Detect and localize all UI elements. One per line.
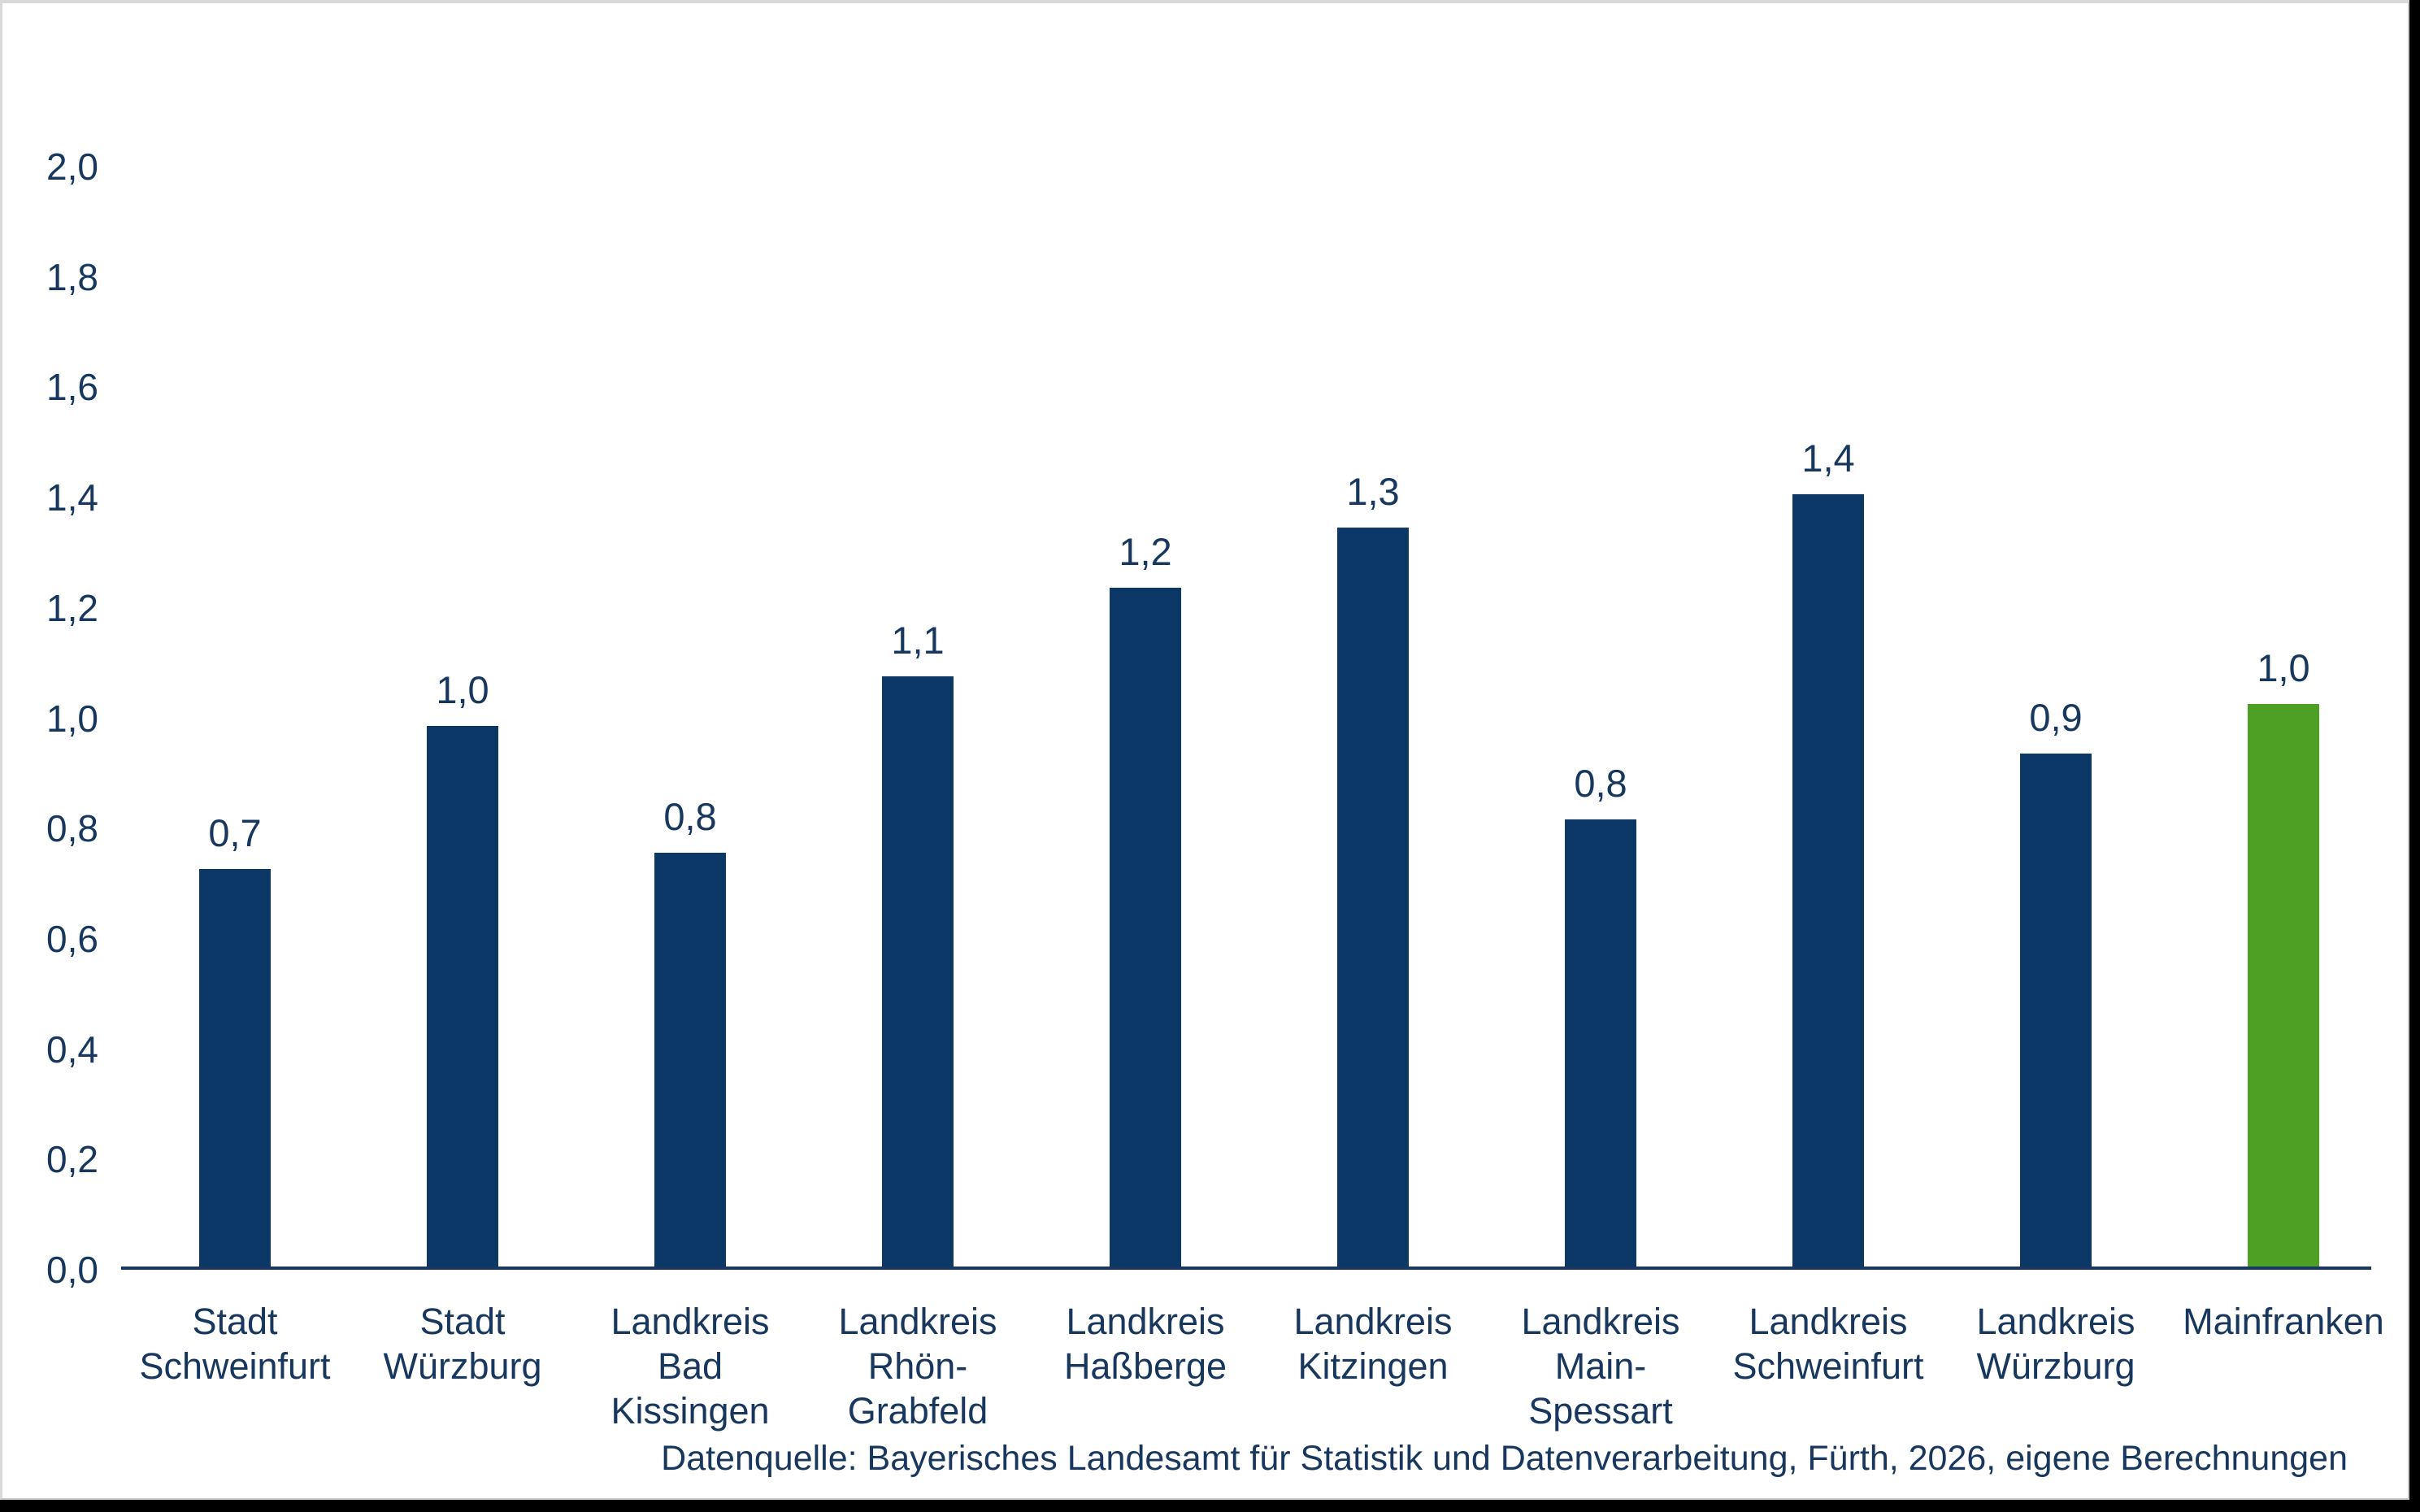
category-label-line: Würzburg: [383, 1345, 542, 1387]
category-label-line: Würzburg: [1976, 1345, 2135, 1387]
bar: [1337, 528, 1409, 1267]
bar-value-label: 0,8: [1574, 762, 1627, 805]
bar-highlight: [2248, 704, 2319, 1267]
bar-value-label: 1,4: [1801, 437, 1855, 480]
category-label-line: Kitzingen: [1297, 1345, 1449, 1387]
y-tick-label: 0,8: [46, 807, 98, 850]
category-label-line: Landkreis: [1521, 1301, 1680, 1342]
category-label-line: Stadt: [419, 1301, 506, 1342]
category-label-line: Landkreis: [838, 1301, 997, 1342]
category-label-line: Schweinfurt: [139, 1345, 331, 1387]
category-label-line: Rhön-Grabfeld: [847, 1345, 988, 1432]
bar: [1565, 819, 1636, 1267]
category-label-line: Haßberge: [1063, 1345, 1227, 1387]
bar-value-label: 1,2: [1119, 530, 1172, 573]
bar-slot: 0,9: [1942, 3, 2170, 1267]
bar: [1110, 588, 1181, 1267]
category-label-line: Stadt: [192, 1301, 278, 1342]
bar: [1792, 494, 1864, 1267]
bar-slot: 1,1: [804, 3, 1032, 1267]
bar-value-label: 0,7: [208, 811, 262, 854]
category-label-line: Kissingen: [610, 1390, 770, 1432]
category-label-line: Mainfranken: [2183, 1301, 2384, 1342]
category-label-line: Main-Spessart: [1528, 1345, 1673, 1432]
category-label: Stadt Schweinfurt: [121, 1299, 349, 1388]
bar-slot: 1,0: [349, 3, 576, 1267]
category-label: Landkreis Rhön-Grabfeld: [804, 1299, 1032, 1433]
category-label: Landkreis Würzburg: [1942, 1299, 2170, 1388]
category-label: Stadt Würzburg: [349, 1299, 576, 1388]
bar-slot: 1,4: [1714, 3, 1942, 1267]
category-label: Mainfranken: [2170, 1299, 2397, 1344]
source-note: Datenquelle: Bayerisches Landesamt für S…: [661, 1439, 2348, 1478]
bar-value-label: 1,3: [1346, 470, 1400, 513]
y-tick-label: 1,2: [46, 586, 98, 629]
bar-slot: 1,3: [1259, 3, 1487, 1267]
y-tick-label: 0,2: [46, 1138, 98, 1181]
y-tick-label: 0,0: [46, 1249, 98, 1291]
bar: [427, 726, 498, 1267]
y-tick-label: 1,8: [46, 255, 98, 298]
bar: [882, 676, 954, 1267]
bar-value-label: 1,0: [2257, 646, 2310, 689]
category-label-line: Landkreis: [1066, 1301, 1225, 1342]
bar-value-label: 0,9: [2029, 696, 2083, 739]
bar: [654, 853, 726, 1267]
bar-value-label: 1,1: [891, 619, 945, 662]
bar-slot: 0,7: [121, 3, 349, 1267]
category-label: Landkreis Schweinfurt: [1714, 1299, 1942, 1388]
category-label-line: Schweinfurt: [1732, 1345, 1924, 1387]
y-tick-label: 0,4: [46, 1028, 98, 1071]
bar-value-label: 0,8: [663, 795, 717, 838]
category-label-line: Landkreis: [1976, 1301, 2135, 1342]
category-label: Landkreis Kitzingen: [1259, 1299, 1487, 1388]
y-tick-label: 1,6: [46, 366, 98, 409]
category-label: Landkreis Bad Kissingen: [576, 1299, 804, 1433]
bar-slot: 1,2: [1032, 3, 1259, 1267]
y-tick-label: 2,0: [46, 146, 98, 188]
x-axis-labels: Stadt Schweinfurt Stadt Würzburg Landkreis B…: [121, 1299, 2397, 1433]
category-label-line: Landkreis: [1749, 1301, 1908, 1342]
category-label: Landkreis Haßberge: [1032, 1299, 1259, 1388]
y-axis: 0,0 0,2 0,4 0,6 0,8 1,0 1,2 1,4 1,6 1,8 2,0: [2, 3, 100, 1498]
bar: [199, 869, 271, 1267]
y-tick-label: 1,0: [46, 697, 98, 740]
category-label-line: Landkreis: [1293, 1301, 1453, 1342]
bar-slot: 0,8: [1487, 3, 1714, 1267]
y-tick-label: 0,6: [46, 917, 98, 960]
bar-slot: 1,0: [2170, 3, 2397, 1267]
plot-area: 0,7 1,0 0,8 1,1 1,2 1,3 0,8 1,4 0,9 1,0: [121, 3, 2397, 1267]
category-label-line: Landkreis Bad: [610, 1301, 770, 1387]
bar: [2020, 754, 2092, 1267]
category-label: Landkreis Main-Spessart: [1487, 1299, 1714, 1433]
x-axis-line: [121, 1267, 2371, 1270]
bar-slot: 0,8: [576, 3, 804, 1267]
bar-value-label: 1,0: [436, 668, 489, 711]
y-tick-label: 1,4: [46, 476, 98, 519]
